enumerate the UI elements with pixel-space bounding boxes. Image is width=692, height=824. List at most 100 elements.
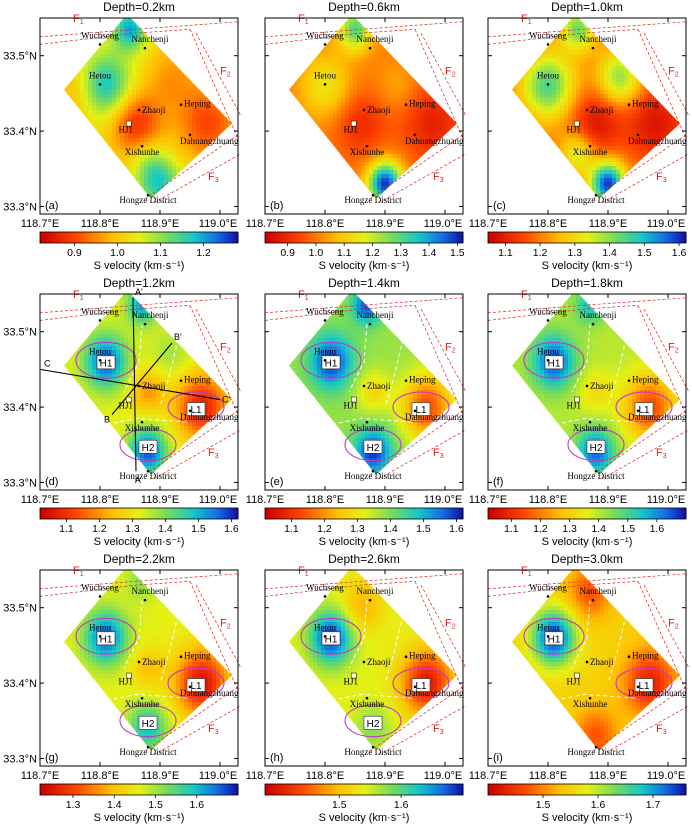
colorbar: 1.1 1.2 1.3 1.4 1.5 1.6 S velocity (km·s⁻¹) xyxy=(487,231,687,272)
x-tick-label: 118.7°E xyxy=(246,494,284,506)
colorbar: 1.1 1.2 1.3 1.4 1.5 1.6 S velocity (km·s⁻¹) xyxy=(264,507,464,548)
colorbar-tick-label: 1.3 xyxy=(66,799,81,811)
x-tick-label: 119.0°E xyxy=(199,494,237,506)
colorbar-tick-label: 1.1 xyxy=(59,523,74,535)
colorbar-label: S velocity (km·s⁻¹) xyxy=(319,536,410,548)
colorbar-label: S velocity (km·s⁻¹) xyxy=(94,812,185,824)
place-label: Heping xyxy=(409,99,436,109)
y-tick-label: 33.3°N xyxy=(3,753,37,765)
place-marker xyxy=(323,43,327,46)
map-panel: Depth=1.8km F1 F2 F3 H1 H2 L1 Wuchseng Nanchenji… xyxy=(469,276,690,548)
place-marker xyxy=(143,322,147,326)
anomaly-label-box xyxy=(138,715,158,730)
anomaly-ellipse xyxy=(523,341,585,379)
place-marker xyxy=(636,685,640,689)
colorbar-tick-label: 1.4 xyxy=(591,523,606,535)
place-label: Nanchenji xyxy=(132,586,169,596)
place-label: Heping xyxy=(409,375,436,385)
fault-label: F1 xyxy=(298,13,309,26)
place-label: Xishunhe xyxy=(573,147,608,157)
place-marker xyxy=(323,319,327,322)
anomaly-label: H1 xyxy=(325,358,338,369)
fault-subscript: 1 xyxy=(528,295,532,302)
colorbar-label: S velocity (km·s⁻¹) xyxy=(542,260,633,272)
fault-subscript: 1 xyxy=(305,295,309,302)
colorbar: 1.1 1.2 1.3 1.4 1.5 1.6 S velocity (km·s⁻¹) xyxy=(39,507,239,548)
anomaly-label-box xyxy=(634,402,654,416)
colorbar-frame xyxy=(487,507,687,520)
place-label: Nanchenji xyxy=(357,34,394,44)
place-marker xyxy=(636,409,640,413)
place-label: Nanchenji xyxy=(357,586,394,596)
place-marker xyxy=(323,595,327,598)
place-marker xyxy=(413,133,417,137)
place-label: HJ1 xyxy=(344,125,359,135)
place-label: Heping xyxy=(184,99,211,109)
anomaly-ellipse xyxy=(392,667,450,699)
x-tick-label: 118.9°E xyxy=(366,770,404,782)
colorbar-frame xyxy=(264,507,464,520)
fault-subscript: 2 xyxy=(227,624,231,631)
map-frame xyxy=(39,17,239,215)
place-label: Wuchseng xyxy=(306,30,344,40)
anomaly-ellipse xyxy=(300,617,362,655)
fault-label: F3 xyxy=(433,171,444,184)
anomaly-ellipses: H1 H2 L1 xyxy=(75,341,225,462)
anomaly-label: H1 xyxy=(100,358,113,369)
colorbar-tick-label: 1.3 xyxy=(393,247,408,259)
fault-label: F2 xyxy=(220,618,231,631)
fault-subscript: 1 xyxy=(528,571,532,578)
colorbar-tick-label: 1.4 xyxy=(602,247,617,259)
fault-subscript: 2 xyxy=(675,348,679,355)
colorbar-frame xyxy=(264,783,464,796)
panel-label: (f) xyxy=(493,476,503,488)
anomaly-label: H1 xyxy=(548,634,561,645)
place-marker xyxy=(546,43,550,46)
colorbar-tick-label: 1.2 xyxy=(317,523,332,535)
anomaly-label: H2 xyxy=(142,443,155,454)
place-marker xyxy=(98,83,102,86)
place-label: Dahuangzhuang xyxy=(405,136,464,146)
well-marker xyxy=(351,396,357,403)
place-marker xyxy=(98,43,102,46)
panel-title: Depth=3.0km xyxy=(551,552,623,566)
place-marker xyxy=(594,193,598,197)
place-marker xyxy=(143,46,147,50)
fault-subscript: 2 xyxy=(452,348,456,355)
x-tick-label: 118.7°E xyxy=(246,218,284,230)
panel-title: Depth=1.0km xyxy=(551,0,623,14)
well-marker xyxy=(126,672,132,679)
section-line xyxy=(39,368,221,401)
panel-label: (a) xyxy=(45,200,58,212)
place-label: Heping xyxy=(632,375,659,385)
x-tick-label: 118.9°E xyxy=(141,218,179,230)
place-marker xyxy=(368,598,372,602)
place-marker xyxy=(179,379,183,382)
fault-lines xyxy=(39,21,242,204)
place-label: Xishunhe xyxy=(573,699,608,709)
fault-label: F2 xyxy=(445,342,456,355)
map-frame xyxy=(264,569,464,767)
anomaly-label: L1 xyxy=(638,405,650,416)
place-marker xyxy=(98,359,102,362)
colorbar-tick-label: 1.3 xyxy=(350,523,365,535)
x-tick-label: 118.8°E xyxy=(529,218,567,230)
anomaly-label: H2 xyxy=(142,719,155,730)
fault-subscript: 3 xyxy=(215,453,219,460)
anomaly-label: L1 xyxy=(190,681,202,692)
place-label: Hetou xyxy=(89,70,111,80)
fault-label: F2 xyxy=(445,66,456,79)
x-tick-label: 118.9°E xyxy=(589,770,627,782)
fault-subscript: 2 xyxy=(452,72,456,79)
place-marker xyxy=(365,420,369,424)
place-marker xyxy=(371,193,375,197)
fault-label: F3 xyxy=(433,723,444,736)
map-panel: Depth=3.0km F1 F2 F3 H1 L1 Wuchseng Nanchenji He… xyxy=(469,552,690,824)
colorbar-tick-label: 1.0 xyxy=(309,247,324,259)
anomaly-label-box xyxy=(544,355,564,370)
velocity-heatmap xyxy=(512,570,680,751)
map-panel: Depth=2.6km F1 F2 F3 H1 H2 L1 Wuchseng Nanchenji… xyxy=(246,552,467,824)
fault-label: F2 xyxy=(668,66,679,79)
anomaly-label-box xyxy=(363,439,383,454)
anomaly-label: H1 xyxy=(548,358,561,369)
